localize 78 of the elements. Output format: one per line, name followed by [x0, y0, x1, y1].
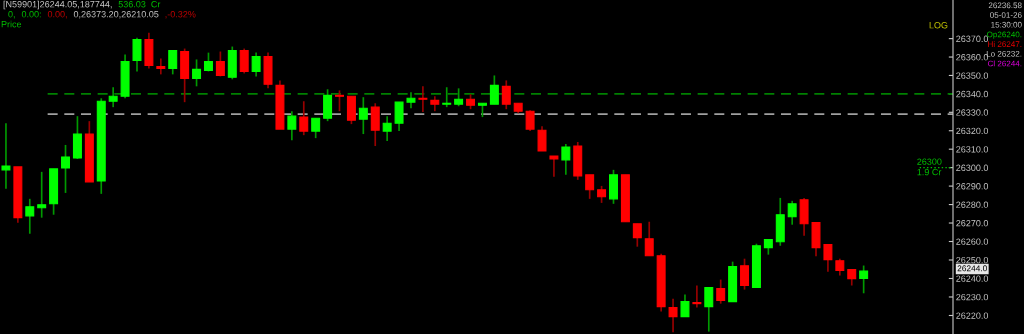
- y-tick-label: 26250.0: [956, 256, 989, 264]
- candlestick: [370, 102, 380, 147]
- annotation: 0,: [8, 11, 15, 19]
- candlestick: [72, 115, 82, 160]
- y-tick-label: 26320.0: [956, 127, 989, 135]
- annotation: LOG: [929, 22, 948, 29]
- candlestick: [525, 109, 535, 132]
- y-tick-label: 26290.0: [956, 183, 989, 190]
- candlestick: [382, 115, 392, 142]
- candlestick: [156, 57, 166, 76]
- y-tick-label: 26360.0: [956, 54, 989, 61]
- candlestick: [346, 95, 356, 125]
- text: Lo 26232.: [986, 50, 1022, 57]
- candlestick: [299, 100, 309, 137]
- y-tick-label: 26230.0: [956, 293, 989, 301]
- candlestick: [561, 143, 571, 176]
- y-tick-label: 26340.0: [956, 90, 989, 98]
- y-tick-label: 26260.0: [956, 238, 989, 245]
- candlestick: [716, 278, 726, 305]
- candlestick: [418, 85, 428, 113]
- candlestick: [740, 257, 750, 291]
- candlestick: [215, 50, 225, 78]
- ref-line-label: 26300 1.9 Cr: [917, 158, 942, 176]
- annotation: 0,26373.20,26210.05: [73, 11, 159, 19]
- annotation: Price: [1, 20, 22, 28]
- candlestick: [489, 74, 499, 106]
- annotation: ,-0.32%: [165, 11, 196, 19]
- candlestick: [239, 47, 249, 75]
- candlestick: [680, 293, 690, 318]
- candlestick: [1, 122, 11, 190]
- candlestick: [609, 169, 618, 205]
- candlestick: [251, 51, 261, 78]
- candlestick: [335, 89, 344, 113]
- candlestick: [585, 173, 595, 200]
- y-tick-label: 26370.0: [956, 35, 989, 42]
- text: Op26240.: [987, 31, 1022, 39]
- candlestick: [644, 220, 654, 257]
- candlestick: [168, 49, 178, 76]
- text: 15:30:00: [991, 21, 1022, 28]
- y-tick-label: 26350.0: [956, 72, 989, 79]
- text: 05-01-26: [990, 12, 1022, 18]
- candlestick: [668, 297, 678, 333]
- annotation: [N59901]26244.05,187744,: [3, 0, 112, 10]
- text: 26236.58: [988, 2, 1022, 9]
- candlestick: [311, 117, 321, 139]
- y-tick-label: 26300.0: [956, 164, 989, 171]
- candlestick: [287, 110, 297, 141]
- candlestick: [61, 144, 71, 194]
- candlestick: [632, 222, 642, 248]
- candlestick: [442, 86, 452, 108]
- candlestick: [394, 101, 404, 132]
- annotation: 536.03 Cr: [118, 1, 161, 8]
- y-tick-label: 26310.0: [956, 146, 989, 153]
- candlestick: [692, 284, 702, 309]
- y-tick-label: 26330.0: [956, 109, 989, 116]
- candlestick: [323, 88, 333, 122]
- candlestick: [358, 96, 368, 135]
- candlestick: [549, 155, 559, 178]
- y-tick-label: 26240.0: [956, 275, 989, 282]
- candlestick: [192, 58, 202, 88]
- candlestick: [25, 197, 35, 235]
- y-tick-label: 26270.0: [956, 219, 989, 227]
- annotation: 0.00:: [21, 11, 41, 18]
- text: Cl 26244.: [987, 60, 1022, 67]
- candlestick: [823, 243, 833, 273]
- candlestick: [501, 79, 511, 111]
- candlestick: [37, 171, 47, 219]
- candlestick: [704, 286, 714, 333]
- text: 26244.0: [957, 265, 987, 272]
- y-tick-label: 26280.0: [956, 201, 989, 208]
- text: Hi 26247.: [988, 41, 1022, 47]
- candlestick: [108, 86, 118, 108]
- y-tick-label: 26220.0: [956, 312, 989, 319]
- candlestick: [787, 200, 797, 226]
- annotation: 0.00,: [47, 11, 67, 19]
- candlestick: [859, 264, 869, 295]
- candlestick: [537, 125, 547, 152]
- candlestick: [132, 36, 142, 73]
